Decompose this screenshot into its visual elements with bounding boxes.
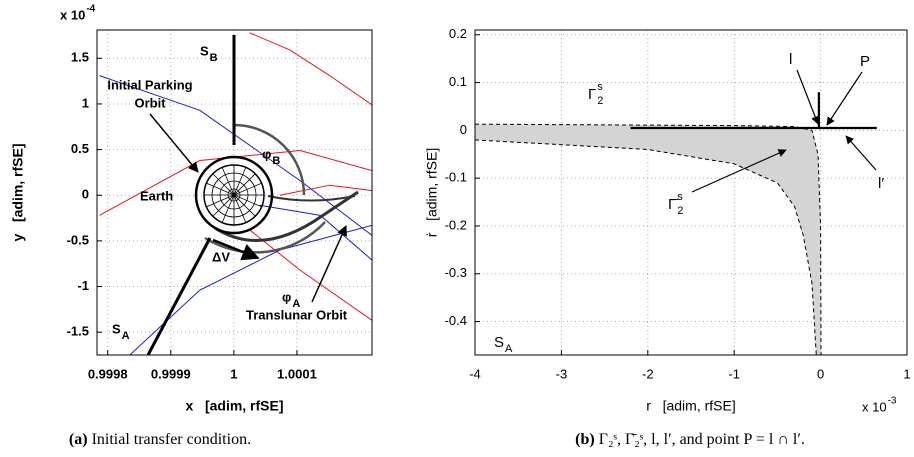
annotation-subscript: B [272,155,280,167]
annotation-subscript: B [210,52,218,64]
axes-box [96,29,373,356]
caption-text: Γ₂ˢ, Γ̄₂ˢ, l, l′, and point P = l ∩ l′. [595,431,805,448]
x-axis-label: x [adim, rfSE] [185,398,283,414]
annotation: Translunar Orbit [246,307,348,322]
caption-label: (b) [575,431,595,448]
axis-multiplier: x 10 [862,399,887,414]
annotation-subscript: A [505,343,513,355]
annotation: S [494,334,504,351]
y-tick-label: -0.4 [445,313,467,328]
arrow [796,69,820,125]
arrow [691,149,787,193]
x-axis-label: r [adim, rfSE] [646,398,735,414]
axis-multiplier: x 10 [60,7,85,22]
region-fill [475,124,822,355]
series-line [99,149,372,216]
y-tick-label: 0 [82,187,89,202]
y-tick-label: -0.2 [445,217,467,232]
arrow [149,113,199,173]
annotation: φ [262,146,271,161]
arrow [311,225,347,303]
annotation: l [789,51,792,68]
axes-box [474,29,908,356]
annotation: S [200,43,209,58]
annotation-arrows [691,69,877,193]
translunar-branch [267,195,356,202]
axis-multiplier-exponent: -4 [86,4,95,15]
orbit-diagram [146,35,359,356]
annotation: Orbit [134,95,166,110]
y-tick-label: 1 [82,95,89,110]
y-tick-label: -0.3 [445,265,467,280]
annotation: P [860,53,870,70]
series-line [249,32,372,106]
series-line [249,229,372,321]
caption: (b) Γ₂ˢ, Γ̄₂ˢ, l, l′, and point P = l ∩ … [575,431,805,448]
x-tick-label: -3 [556,366,568,381]
x-tick-label: 0.9999 [151,366,191,381]
annotation: Γ̄ [668,196,678,213]
annotation: Earth [140,188,173,203]
x-tick-label: 0 [817,366,824,381]
y-tick-label: 0 [460,122,467,137]
arrow [845,135,877,171]
caption-label: (a) [69,431,88,448]
annotation-subscript: A [122,330,130,342]
series-line [259,204,372,261]
delta-v-arrow [212,238,260,261]
y-tick-label: -1 [77,278,89,293]
parking-orbit [194,155,274,235]
x-tick-label: -1 [728,366,740,381]
annotation: Γ [588,86,596,103]
y-tick-label: 0.5 [71,141,89,156]
y-axis-label: ṙ [adim, rfSE] [424,148,440,237]
annotation: S [112,321,121,336]
annotation: ΔV [212,249,230,264]
x-tick-label: 1 [230,366,237,381]
y-tick-label: 1.5 [71,50,89,65]
caption-text: Initial transfer condition. [88,431,252,448]
y-tick-label: -0.5 [67,232,89,247]
caption: (a) Initial transfer condition. [69,431,251,448]
annotation: φ [282,289,291,304]
s-a-line [146,237,212,356]
y-axis-label: y [adim, rfSE] [10,143,26,241]
y-tick-label: 0.1 [449,74,467,89]
annotation: l′ [878,175,884,192]
x-tick-label: 1 [903,366,910,381]
series-line [129,224,372,355]
annotation-subscript: 2 [597,95,603,107]
axis-multiplier-exponent: -3 [888,396,897,407]
series-line [475,123,822,355]
x-tick-label: -2 [642,366,654,381]
x-tick-label: -4 [469,366,481,381]
translunar-orbit [214,190,359,242]
series-line [279,184,372,196]
x-tick-label: 1.0001 [277,366,317,381]
annotation-subscript: A [292,298,300,310]
x-tick-label: 0.9998 [88,366,128,381]
series-line [475,139,817,355]
y-tick-label: -1.5 [67,324,89,339]
annotation-superscript: s [597,81,603,93]
earth-grid [204,165,264,225]
plot-area [475,92,877,355]
phi-b-arc [233,123,306,196]
y-tick-label: 0.2 [449,26,467,41]
annotation: Initial Parking [107,77,192,92]
annotation-subscript: 2 [677,205,683,217]
arrow [826,71,863,126]
annotation-superscript: s [677,191,683,203]
phi-a-arc [204,221,326,254]
y-tick-label: -0.1 [445,170,467,185]
